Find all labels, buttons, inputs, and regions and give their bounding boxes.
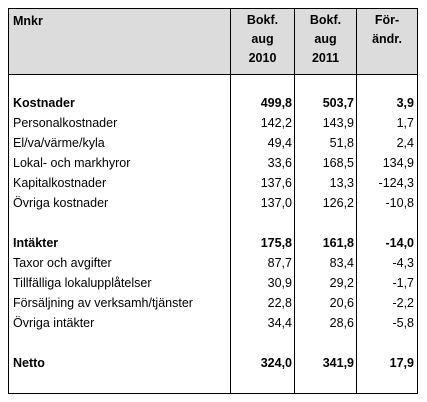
- row-label: Personalkostnader: [13, 116, 118, 130]
- row-value-change: 3,9: [396, 96, 414, 110]
- table-header: [9, 9, 417, 74]
- row-label: El/va/värme/kyla: [13, 136, 105, 150]
- row-label: Övriga kostnader: [13, 196, 109, 210]
- row-label: Lokal- och markhyror: [13, 156, 131, 170]
- row-value-change: -10,8: [385, 196, 415, 210]
- row-label: Försäljning av verksamh/tjänster: [13, 296, 193, 310]
- header-col2-line1: Bokf.: [309, 13, 342, 27]
- row-value-2010: 175,8: [260, 236, 292, 250]
- header-col1-line1: Bokf.: [246, 13, 279, 27]
- header-divider: [9, 74, 417, 75]
- row-value-2011: 83,4: [329, 256, 354, 270]
- row-label: Kapitalkostnader: [13, 176, 107, 190]
- row-value-2011: 13,3: [329, 176, 354, 190]
- row-label: Taxor och avgifter: [13, 256, 112, 270]
- row-value-2011: 143,9: [322, 116, 354, 130]
- row-value-2010: 142,2: [260, 116, 292, 130]
- row-value-2010: 34,4: [267, 316, 292, 330]
- row-label: Tillfälliga lokalupplåtelser: [13, 276, 152, 290]
- row-value-2010: 137,0: [260, 196, 292, 210]
- row-value-2010: 22,8: [267, 296, 292, 310]
- row-value-2010: 30,9: [267, 276, 292, 290]
- row-value-2011: 161,8: [322, 236, 354, 250]
- row-value-change: -4,3: [392, 256, 414, 270]
- row-value-change: 17,9: [389, 356, 414, 370]
- header-col3-line2: ändr.: [372, 32, 402, 46]
- row-value-change: -14,0: [385, 236, 415, 250]
- header-col3-line1: För-: [374, 13, 400, 27]
- row-value-2011: 168,5: [322, 156, 354, 170]
- column-divider: [230, 9, 231, 393]
- row-label: Övriga intäkter: [13, 316, 95, 330]
- row-value-2010: 87,7: [267, 256, 292, 270]
- row-value-2011: 51,8: [329, 136, 354, 150]
- row-value-change: 1,7: [396, 116, 414, 130]
- row-value-2010: 324,0: [260, 356, 292, 370]
- header-col1-line2: aug: [251, 32, 274, 46]
- row-label: Intäkter: [13, 236, 59, 250]
- row-value-2011: 341,9: [322, 356, 354, 370]
- row-value-change: -2,2: [392, 296, 414, 310]
- row-value-2011: 20,6: [329, 296, 354, 310]
- row-value-change: -5,8: [392, 316, 414, 330]
- row-value-2011: 29,2: [329, 276, 354, 290]
- row-value-change: -124,3: [378, 176, 414, 190]
- row-value-2011: 126,2: [322, 196, 354, 210]
- header-col1-line3: 2010: [248, 51, 277, 65]
- row-value-change: -1,7: [392, 276, 414, 290]
- row-label: Netto: [13, 356, 45, 370]
- column-divider: [294, 9, 295, 393]
- finance-table: Mnkr Bokf. aug 2010 Bokf. aug 2011 För- …: [8, 8, 418, 394]
- header-col2-line2: aug: [314, 32, 337, 46]
- row-value-2010: 499,8: [260, 96, 292, 110]
- row-value-2010: 137,6: [260, 176, 292, 190]
- row-label: Kostnader: [13, 96, 75, 110]
- row-value-2010: 33,6: [267, 156, 292, 170]
- row-value-change: 2,4: [396, 136, 414, 150]
- row-value-2011: 503,7: [322, 96, 354, 110]
- column-divider: [356, 9, 357, 393]
- row-value-2011: 28,6: [329, 316, 354, 330]
- header-label: Mnkr: [13, 14, 43, 28]
- header-col2-line3: 2011: [311, 51, 340, 65]
- row-value-change: 134,9: [382, 156, 414, 170]
- row-value-2010: 49,4: [267, 136, 292, 150]
